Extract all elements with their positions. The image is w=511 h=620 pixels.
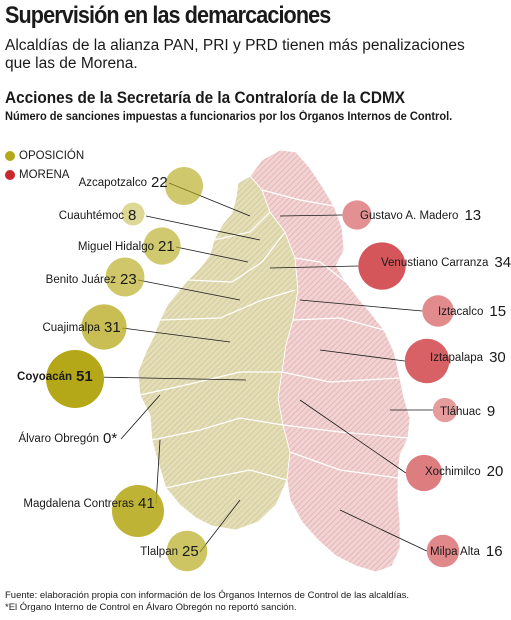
leader-milpa-alta <box>339 509 427 552</box>
leader-tlalpan <box>199 499 241 553</box>
value-alvaro-obregon: 0* <box>103 430 117 447</box>
legend-morena-label: MORENA <box>19 169 70 181</box>
bubble-milpa-alta <box>426 534 460 568</box>
bubble-miguel-hidalgo <box>143 227 181 265</box>
bubble-gustavo-a-madero <box>342 200 372 230</box>
legend-opposition-swatch <box>5 151 15 161</box>
bubble-iztapalapa <box>404 338 450 384</box>
leader-iztacalco <box>299 299 423 312</box>
leader-coyoacan <box>93 376 247 381</box>
labels: Azcapotzalco 22 Cuauhtémoc 8 Miguel Hidalgo 2… <box>17 174 511 560</box>
bubble-benito-juarez <box>105 257 145 297</box>
bubble-coyoacan <box>46 350 104 408</box>
value-benito-juarez: 23 <box>120 271 137 288</box>
chart-subtitle: Número de sanciones impuestas a funciona… <box>5 111 453 123</box>
bubble-xochimilco <box>405 454 443 492</box>
value-iztacalco: 15 <box>489 303 506 320</box>
value-tlahuac: 9 <box>487 403 495 420</box>
leader-alvaro-obregon <box>120 394 161 440</box>
leader-gustavo-a-madero <box>279 214 343 217</box>
label-xochimilco: Xochimilco <box>425 466 481 478</box>
value-magdalena-contreras: 41 <box>138 495 155 512</box>
leader-cuajimalpa <box>121 327 231 343</box>
bubbles <box>46 166 460 572</box>
label-alvaro-obregon: Álvaro Obregón <box>18 432 99 445</box>
value-coyoacan: 51 <box>76 368 93 385</box>
bubble-tlalpan <box>166 530 208 572</box>
source-note: Fuente: elaboración propia con informaci… <box>5 590 409 601</box>
leader-cuauhtemoc <box>145 215 261 241</box>
leader-miguel-hidalgo <box>175 246 249 263</box>
leader-iztapalapa <box>319 349 405 362</box>
label-miguel-hidalgo: Miguel Hidalgo <box>78 241 154 253</box>
value-tlalpan: 25 <box>182 543 199 560</box>
value-xochimilco: 20 <box>487 463 504 480</box>
label-benito-juarez: Benito Juárez <box>46 274 117 286</box>
label-tlalpan: Tlalpan <box>140 546 178 558</box>
label-venustiano-carranza: Venustiano Carranza <box>381 257 489 269</box>
map-internal-borders <box>139 189 409 489</box>
value-miguel-hidalgo: 21 <box>158 238 175 255</box>
value-venustiano-carranza: 34 <box>494 254 511 271</box>
label-milpa-alta: Milpa Alta <box>430 546 480 558</box>
bubble-venustiano-carranza <box>358 242 406 290</box>
deck: Alcaldías de la alianza PAN, PRI y PRD t… <box>5 37 465 72</box>
value-iztapalapa: 30 <box>489 349 506 366</box>
bubble-magdalena-contreras <box>111 484 165 538</box>
value-milpa-alta: 16 <box>486 543 503 560</box>
label-magdalena-contreras: Magdalena Contreras <box>23 498 134 510</box>
bubble-iztacalco <box>422 295 454 327</box>
label-gustavo-a-madero: Gustavo A. Madero <box>360 210 458 222</box>
bubble-tlahuac <box>432 397 458 423</box>
asterisk-note: *El Órgano Interno de Control en Álvaro … <box>5 602 297 613</box>
bubble-cuauhtemoc <box>121 202 145 226</box>
value-cuauhtemoc: 8 <box>128 207 136 224</box>
bubble-cuajimalpa <box>81 304 127 350</box>
label-cuajimalpa: Cuajimalpa <box>42 322 100 334</box>
value-cuajimalpa: 31 <box>104 319 121 336</box>
chart-title: Acciones de la Secretaría de la Contralo… <box>5 89 405 107</box>
legend-opposition-label: OPOSICIÓN <box>19 150 85 162</box>
bubble-azcapotzalco <box>164 166 204 206</box>
label-azcapotzalco: Azcapotzalco <box>79 177 147 189</box>
value-gustavo-a-madero: 13 <box>464 207 481 224</box>
map-region-morena <box>249 149 411 573</box>
leader-venustiano-carranza <box>269 265 359 269</box>
legend-morena-swatch <box>5 170 15 180</box>
leader-xochimilco <box>299 399 407 474</box>
leader-benito-juarez <box>137 279 241 301</box>
label-tlahuac: Tláhuac <box>440 406 481 418</box>
headline: Supervisión en las demarcaciones <box>5 2 331 29</box>
label-coyoacan: Coyoacán <box>17 371 72 383</box>
legend-opposition: OPOSICIÓN <box>5 150 84 162</box>
value-azcapotzalco: 22 <box>151 174 168 191</box>
label-iztapalapa: Iztapalapa <box>430 352 484 364</box>
label-cuauhtemoc: Cuauhtémoc <box>59 210 124 222</box>
legend-morena: MORENA <box>5 169 69 181</box>
label-iztacalco: Iztacalco <box>438 306 483 318</box>
